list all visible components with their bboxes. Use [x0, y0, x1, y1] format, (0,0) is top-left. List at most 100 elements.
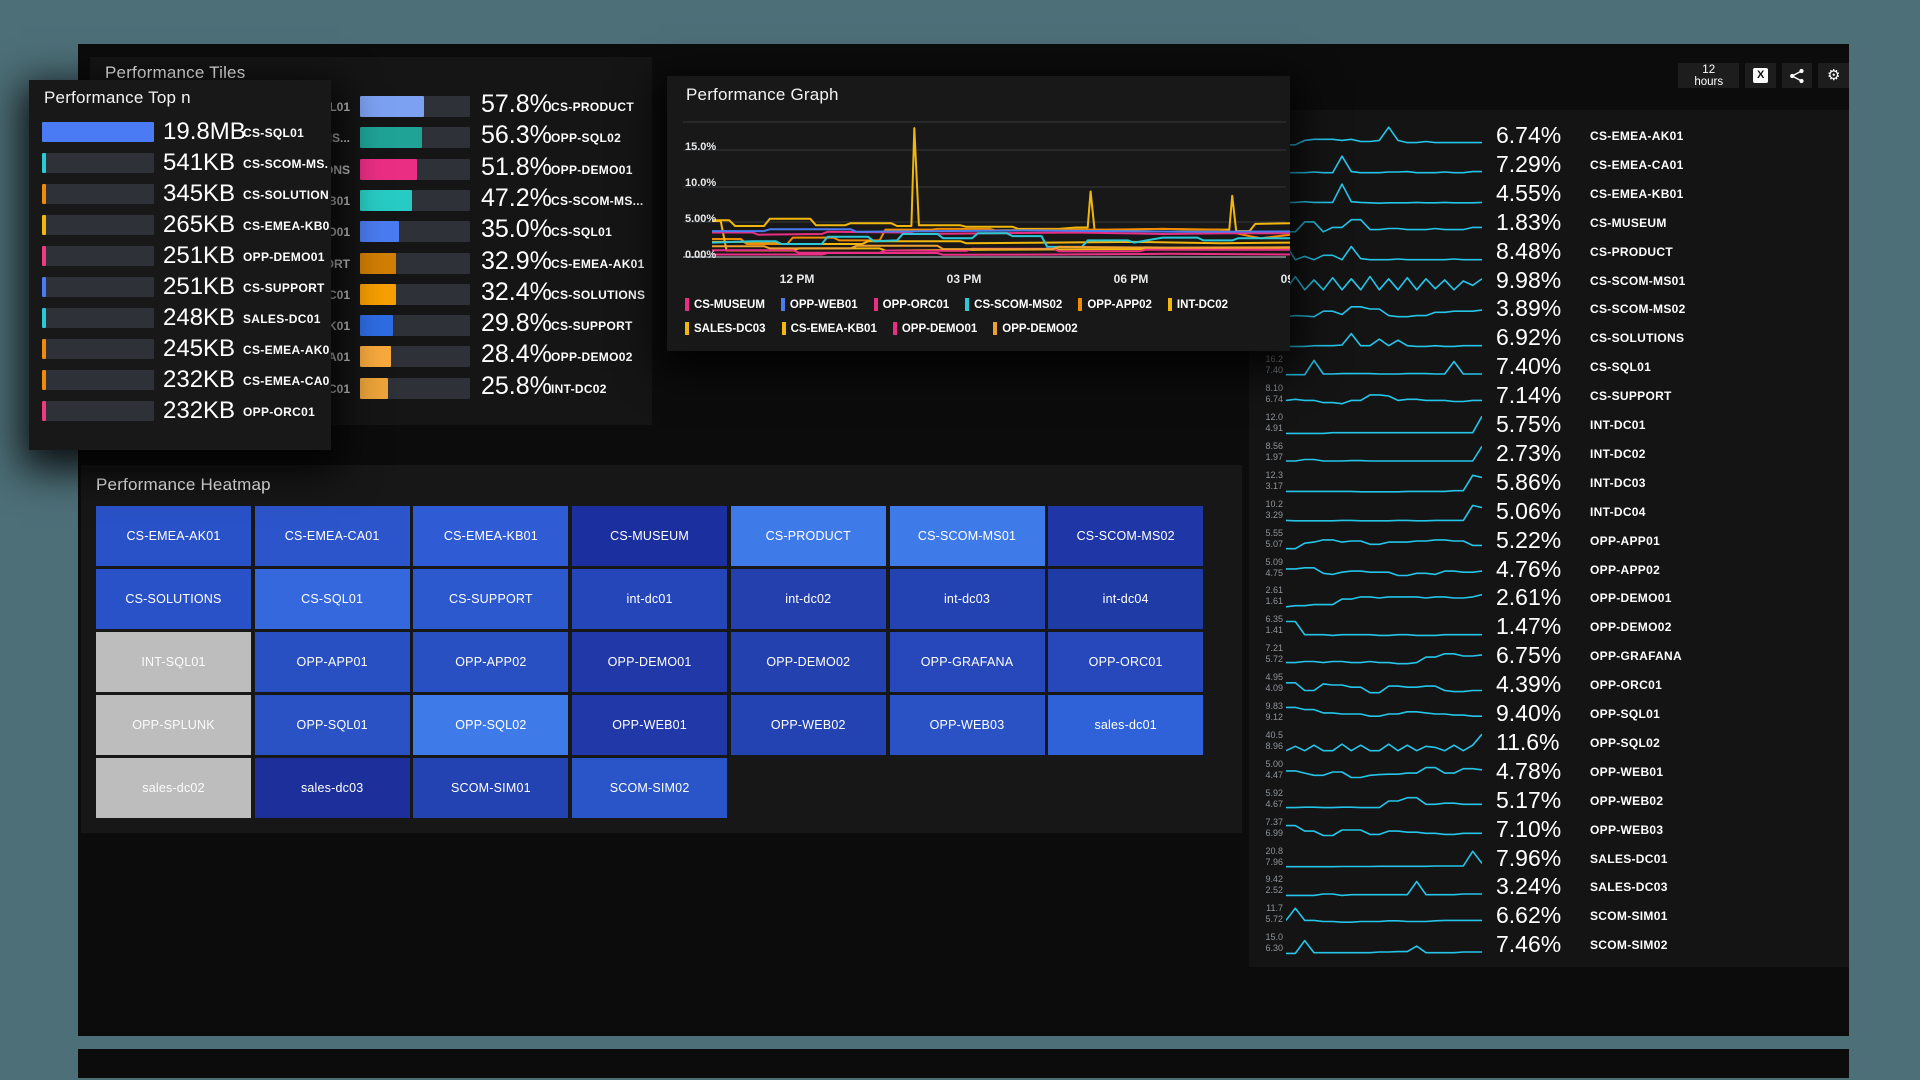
tiles-row[interactable]: 56.3% OPP-SQL02	[90, 123, 652, 149]
heatmap-tile[interactable]: sales-dc01	[1048, 695, 1204, 755]
heatmap-tile[interactable]: OPP-APP01	[254, 632, 410, 692]
heatmap-tile[interactable]: int-dc02	[730, 569, 886, 629]
sparkline-row[interactable]: 5.09 4.75 4.76% OPP-APP02	[1249, 556, 1849, 584]
legend-item[interactable]: SALES-DC03	[685, 322, 766, 335]
heatmap-tile[interactable]: int-dc03	[889, 569, 1045, 629]
sparkline-max: 5.55	[1265, 527, 1283, 538]
sparkline-row[interactable]: 7.37 6.99 7.10% OPP-WEB03	[1249, 816, 1849, 844]
topn-row[interactable]: 232KB CS-EMEA-CA01	[29, 367, 331, 392]
tiles-row[interactable]: 57.8% CS-PRODUCT	[90, 92, 652, 118]
topn-row[interactable]: 248KB SALES-DC01	[29, 305, 331, 330]
tiles-row[interactable]: 28.4% OPP-DEMO02	[90, 342, 652, 368]
sparkline-row[interactable]: 4.95 4.09 4.39% OPP-ORC01	[1249, 671, 1849, 699]
sparkline-row[interactable]: 11.7 5.72 6.62% SCOM-SIM01	[1249, 902, 1849, 930]
sparkline-chart	[1286, 218, 1482, 233]
sparkline-row[interactable]: 8.48% CS-PRODUCT	[1249, 238, 1849, 266]
heatmap-tile[interactable]: OPP-APP02	[413, 632, 569, 692]
tiles-row[interactable]: 47.2% CS-SCOM-MS...	[90, 185, 652, 212]
heatmap-tile[interactable]: int-dc04	[1048, 569, 1204, 629]
share-button[interactable]	[1781, 63, 1813, 88]
sparkline-row[interactable]: 6.92% CS-SOLUTIONS	[1249, 324, 1849, 352]
topn-row[interactable]: 251KB CS-SUPPORT	[29, 274, 331, 299]
sparkline-row[interactable]: 20.8 7.96 7.96% SALES-DC01	[1249, 845, 1849, 873]
sparkline-row[interactable]: 5.55 5.07 5.22% OPP-APP01	[1249, 527, 1849, 555]
excel-export-button[interactable]: X	[1745, 63, 1776, 88]
heatmap-tile[interactable]: OPP-GRAFANA	[889, 632, 1045, 692]
tiles-row[interactable]: 51.8% OPP-DEMO01	[90, 154, 652, 181]
sparkline-row[interactable]: 7.29% CS-EMEA-CA01	[1249, 151, 1849, 179]
legend-item[interactable]: OPP-DEMO01	[892, 322, 977, 335]
sparkline-row[interactable]: 12.0 4.91 5.75% INT-DC01	[1249, 411, 1849, 439]
sparkline-row[interactable]: 5.92 4.67 5.17% OPP-WEB02	[1249, 787, 1849, 815]
legend-item[interactable]: OPP-DEMO02	[993, 322, 1078, 335]
sparkline-row[interactable]: 1.83% CS-MUSEUM	[1249, 209, 1849, 237]
heatmap-tile[interactable]: int-dc01	[572, 569, 728, 629]
sparkline-row[interactable]: 7.21 5.72 6.75% OPP-GRAFANA	[1249, 642, 1849, 670]
time-range-button[interactable]: 12 hours	[1678, 63, 1740, 88]
heatmap-tile[interactable]: CS-SCOM-MS01	[889, 506, 1045, 566]
legend-item[interactable]: OPP-APP02	[1078, 298, 1152, 311]
sparkline-row[interactable]: 15.0 6.30 7.46% SCOM-SIM02	[1249, 931, 1849, 959]
topn-row[interactable]: 251KB OPP-DEMO01	[29, 243, 331, 268]
sparkline-row[interactable]: 4.55% CS-EMEA-KB01	[1249, 180, 1849, 208]
sparkline-row[interactable]: 16.2 7.40 7.40% CS-SQL01	[1249, 353, 1849, 381]
sparkline-row[interactable]: 12.3 3.17 5.86% INT-DC03	[1249, 469, 1849, 497]
sparkline-row[interactable]: 9.83 9.12 9.40% OPP-SQL01	[1249, 700, 1849, 728]
heatmap-tile[interactable]: SCOM-SIM01	[413, 758, 569, 818]
tiles-row[interactable]: 32.9% CS-EMEA-AK01	[90, 248, 652, 275]
sparkline-row[interactable]: 2.61 1.61 2.61% OPP-DEMO01	[1249, 584, 1849, 612]
legend-item[interactable]: CS-EMEA-KB01	[781, 322, 877, 335]
sparkline-row[interactable]: 9.42 2.52 3.24% SALES-DC03	[1249, 873, 1849, 901]
sparkline-row[interactable]: 10.2 3.29 5.06% INT-DC04	[1249, 498, 1849, 526]
heatmap-tile[interactable]: OPP-WEB01	[572, 695, 728, 755]
heatmap-tile[interactable]: OPP-DEMO01	[572, 632, 728, 692]
heatmap-tile[interactable]: CS-EMEA-CA01	[254, 506, 410, 566]
topn-row[interactable]: 541KB CS-SCOM-MS...	[29, 150, 331, 175]
legend-item[interactable]: OPP-WEB01	[780, 298, 858, 311]
heatmap-tile[interactable]: CS-SCOM-MS02	[1048, 506, 1204, 566]
topn-row[interactable]: 245KB CS-EMEA-AK01	[29, 336, 331, 361]
topn-row[interactable]: 19.8MB CS-SQL01	[29, 119, 331, 144]
sparkline-row[interactable]: 9.98% CS-SCOM-MS01	[1249, 267, 1849, 295]
settings-button[interactable]: ⚙	[1818, 63, 1849, 88]
heatmap-tile[interactable]: OPP-SQL02	[413, 695, 569, 755]
tiles-row[interactable]: 32.4% CS-SOLUTIONS	[90, 279, 652, 306]
heatmap-tile[interactable]: OPP-ORC01	[1048, 632, 1204, 692]
sparkline-row[interactable]: 8.10 6.74 7.14% CS-SUPPORT	[1249, 382, 1849, 410]
legend-item[interactable]: OPP-ORC01	[873, 298, 949, 311]
topn-row[interactable]: 345KB CS-SOLUTIONS	[29, 181, 331, 206]
heatmap-tile[interactable]: sales-dc03	[254, 758, 410, 818]
tiles-row[interactable]: 25.8% INT-DC02	[90, 373, 652, 400]
legend-item[interactable]: CS-SCOM-MS02	[965, 298, 1062, 311]
heatmap-tile[interactable]: OPP-DEMO02	[730, 632, 886, 692]
tiles-row[interactable]: 29.8% CS-SUPPORT	[90, 311, 652, 337]
heatmap-tile[interactable]: SCOM-SIM02	[572, 758, 728, 818]
tiles-row[interactable]: 35.0% CS-SQL01	[90, 217, 652, 243]
sparkline-row[interactable]: 6.35 1.41 1.47% OPP-DEMO02	[1249, 613, 1849, 641]
topn-row[interactable]: 232KB OPP-ORC01	[29, 398, 331, 423]
heatmap-tile[interactable]: CS-MUSEUM	[572, 506, 728, 566]
sparkline-value: 8.48%	[1496, 237, 1562, 264]
heatmap-tile[interactable]: OPP-SQL01	[254, 695, 410, 755]
heatmap-tile[interactable]: CS-SOLUTIONS	[96, 569, 251, 629]
heatmap-tile[interactable]: CS-SUPPORT	[413, 569, 569, 629]
heatmap-tile[interactable]: OPP-WEB03	[889, 695, 1045, 755]
heatmap-tile[interactable]: OPP-WEB02	[730, 695, 886, 755]
heatmap-tile[interactable]: CS-PRODUCT	[730, 506, 886, 566]
heatmap-tile[interactable]: CS-SQL01	[254, 569, 410, 629]
heatmap-tile[interactable]: CS-EMEA-AK01	[96, 506, 251, 566]
legend-item[interactable]: CS-MUSEUM	[685, 298, 765, 311]
heatmap-tile[interactable]: OPP-SPLUNK	[96, 695, 251, 755]
topn-bar-track	[42, 370, 154, 390]
legend-item[interactable]: INT-DC02	[1167, 298, 1228, 311]
sparkline-row[interactable]: 8.56 1.97 2.73% INT-DC02	[1249, 440, 1849, 468]
sparkline-row[interactable]: 5.00 4.47 4.78% OPP-WEB01	[1249, 758, 1849, 786]
heatmap-tile[interactable]: sales-dc02	[96, 758, 251, 818]
sparkline-row[interactable]: 6.74% CS-EMEA-AK01	[1249, 122, 1849, 150]
topn-bar-track	[42, 277, 154, 297]
heatmap-tile[interactable]: INT-SQL01	[96, 632, 251, 692]
topn-row[interactable]: 265KB CS-EMEA-KB01	[29, 212, 331, 237]
heatmap-tile[interactable]: CS-EMEA-KB01	[413, 506, 569, 566]
sparkline-row[interactable]: 40.5 8.96 11.6% OPP-SQL02	[1249, 729, 1849, 757]
sparkline-row[interactable]: 3.89% CS-SCOM-MS02	[1249, 295, 1849, 323]
